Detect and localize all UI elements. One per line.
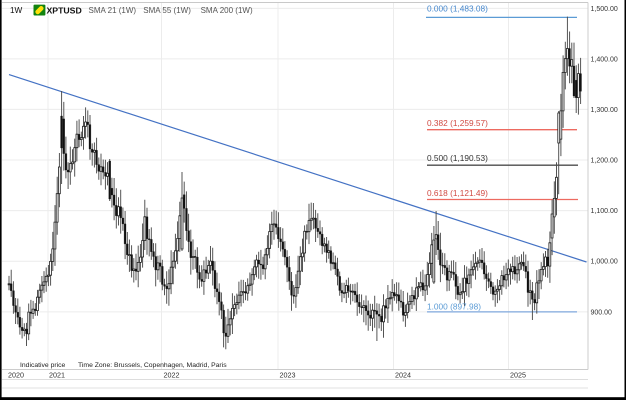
svg-text:2020: 2020	[8, 371, 24, 380]
svg-text:2023: 2023	[280, 371, 296, 380]
svg-text:1,000.00: 1,000.00	[591, 259, 618, 266]
svg-text:Indicative price: Indicative price	[20, 362, 66, 369]
svg-text:Time Zone: Brussels, Copenhage: Time Zone: Brussels, Copenhagen, Madrid,…	[78, 362, 227, 369]
svg-text:900.00: 900.00	[591, 309, 613, 316]
svg-text:1,100.00: 1,100.00	[591, 208, 618, 215]
svg-text:2021: 2021	[49, 371, 65, 380]
svg-text:0.382 (1,259.57): 0.382 (1,259.57)	[427, 118, 488, 128]
svg-text:0.500 (1,190.53): 0.500 (1,190.53)	[427, 153, 488, 163]
svg-text:0.000 (1,483.08): 0.000 (1,483.08)	[427, 4, 488, 14]
svg-text:2025: 2025	[510, 371, 526, 380]
svg-text:1.000 (897.98): 1.000 (897.98)	[427, 302, 481, 312]
svg-text:1,500.00: 1,500.00	[591, 6, 618, 13]
svg-text:2024: 2024	[395, 371, 411, 380]
svg-text:SMA 21 (1W): SMA 21 (1W)	[89, 6, 137, 15]
svg-text:0.618 (1,121.49): 0.618 (1,121.49)	[427, 188, 488, 198]
svg-text:SMA 55 (1W): SMA 55 (1W)	[143, 6, 191, 15]
svg-text:XPTUSD: XPTUSD	[47, 6, 82, 16]
svg-text:2022: 2022	[164, 371, 180, 380]
svg-text:SMA 200 (1W): SMA 200 (1W)	[201, 6, 253, 15]
svg-text:1,200.00: 1,200.00	[591, 157, 618, 164]
svg-text:1W: 1W	[10, 6, 23, 15]
svg-text:1,400.00: 1,400.00	[591, 56, 618, 63]
svg-text:1,300.00: 1,300.00	[591, 107, 618, 114]
